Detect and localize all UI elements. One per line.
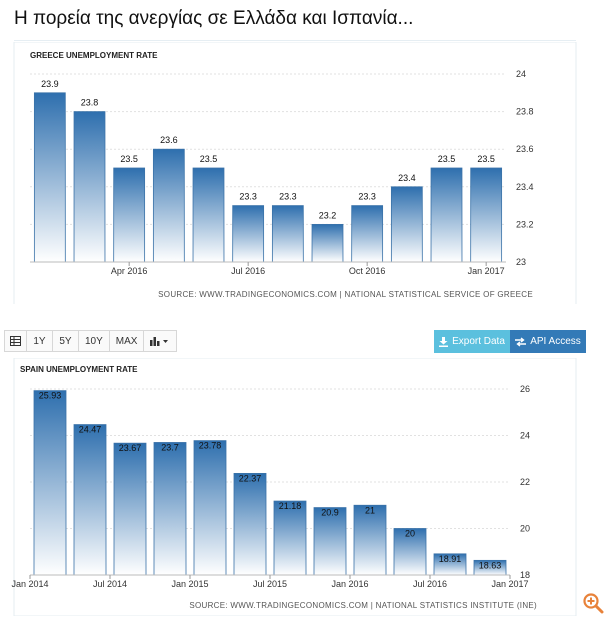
x-tick-label: Jan 2015 [171, 579, 208, 589]
bar [351, 205, 384, 263]
data-label: 20 [405, 529, 415, 539]
bar [113, 442, 147, 576]
api-access-label: API Access [530, 336, 581, 347]
api-access-button[interactable]: API Access [510, 330, 586, 353]
data-label: 18.91 [439, 554, 462, 564]
y-tick-label: 26 [520, 384, 530, 394]
bar [153, 442, 187, 576]
data-label: 23.3 [279, 192, 297, 202]
y-tick-label: 18 [520, 570, 530, 580]
x-tick-label: Jul 2016 [413, 579, 447, 589]
download-icon [439, 336, 449, 347]
data-label: 23.3 [358, 192, 376, 202]
zoom-in-icon[interactable] [582, 592, 604, 614]
chart-title: SPAIN UNEMPLOYMENT RATE [20, 365, 138, 374]
bar [33, 92, 66, 263]
x-tick-label: Jul 2015 [253, 579, 287, 589]
greece-unemployment-chart: GREECE UNEMPLOYMENT RATE 24 23.8 23.6 23.4 23… [13, 42, 577, 304]
y-tick-label: 22 [520, 477, 530, 487]
chart-type-dropdown[interactable] [143, 330, 178, 352]
data-label: 22.37 [239, 473, 262, 483]
x-tick-label: Oct 2016 [349, 266, 386, 276]
y-tick-label: 23.2 [516, 219, 534, 229]
x-tick-label: Jan 2017 [468, 266, 505, 276]
bar [271, 205, 304, 263]
title-divider [14, 40, 576, 41]
data-label: 23.5 [438, 154, 456, 164]
range-1y-button[interactable]: 1Y [26, 330, 52, 352]
data-label: 23.9 [41, 79, 59, 89]
data-label: 21.18 [279, 501, 302, 511]
x-tick-label: Jan 2014 [11, 579, 48, 589]
x-tick-label: Jul 2014 [93, 579, 127, 589]
chart-toolbar: 1Y 5Y 10Y MAX [4, 330, 178, 354]
source-label: SOURCE: WWW.TRADINGECONOMICS.COM | NATIO… [158, 290, 533, 299]
bar [313, 507, 347, 576]
data-label: 23.3 [239, 192, 257, 202]
data-label: 23.5 [477, 154, 495, 164]
data-label: 23.6 [160, 135, 178, 145]
range-10y-button[interactable]: 10Y [78, 330, 109, 352]
bar [390, 186, 423, 263]
export-data-label: Export Data [452, 336, 505, 347]
y-tick-label: 23 [516, 257, 526, 267]
data-label: 23.2 [319, 210, 337, 220]
data-label: 23.4 [398, 173, 416, 183]
range-max-button[interactable]: MAX [108, 330, 144, 352]
spain-unemployment-chart: SPAIN UNEMPLOYMENT RATE 26 24 22 20 18 25.93 24… [11, 358, 577, 616]
bar [152, 148, 185, 263]
bar [273, 500, 307, 576]
bar [193, 440, 227, 576]
data-label: 23.8 [81, 98, 99, 108]
x-tick-label: Jan 2016 [331, 579, 368, 589]
data-label: 23.67 [119, 443, 142, 453]
y-tick-label: 24 [516, 69, 526, 79]
source-label: SOURCE: WWW.TRADINGECONOMICS.COM | NATIO… [189, 601, 537, 610]
bar [311, 223, 344, 263]
x-tick-label: Jan 2017 [491, 579, 528, 589]
range-5y-button[interactable]: 5Y [52, 330, 78, 352]
data-label: 23.5 [200, 154, 218, 164]
y-tick-label: 20 [520, 524, 530, 534]
data-label: 21 [365, 505, 375, 515]
table-icon[interactable] [4, 330, 26, 352]
y-tick-label: 23.6 [516, 144, 534, 154]
y-tick-label: 23.4 [516, 182, 534, 192]
data-label: 23.78 [199, 441, 222, 451]
bar-chart-icon [150, 337, 169, 346]
bar [33, 390, 67, 576]
bar [430, 167, 463, 263]
bar [470, 167, 503, 263]
bar [353, 504, 387, 576]
bar [233, 472, 267, 576]
y-tick-label: 23.8 [516, 107, 534, 117]
page-title: Η πορεία της ανεργίας σε Ελλάδα και Ισπα… [14, 8, 414, 29]
x-tick-label: Jul 2016 [231, 266, 265, 276]
chart-title: GREECE UNEMPLOYMENT RATE [30, 51, 158, 60]
data-label: 23.5 [120, 154, 138, 164]
data-label: 25.93 [39, 391, 62, 401]
bar [232, 205, 265, 263]
bar [113, 167, 146, 263]
bar [73, 424, 107, 576]
data-label: 24.47 [79, 425, 102, 435]
data-label: 20.9 [321, 508, 339, 518]
x-tick-label: Apr 2016 [111, 266, 148, 276]
data-label: 18.63 [479, 560, 502, 570]
data-label: 23.7 [161, 442, 179, 452]
swap-icon [515, 336, 527, 347]
bar [73, 111, 106, 263]
y-tick-label: 24 [520, 431, 530, 441]
bar [192, 167, 225, 263]
export-data-button[interactable]: Export Data [434, 330, 510, 353]
